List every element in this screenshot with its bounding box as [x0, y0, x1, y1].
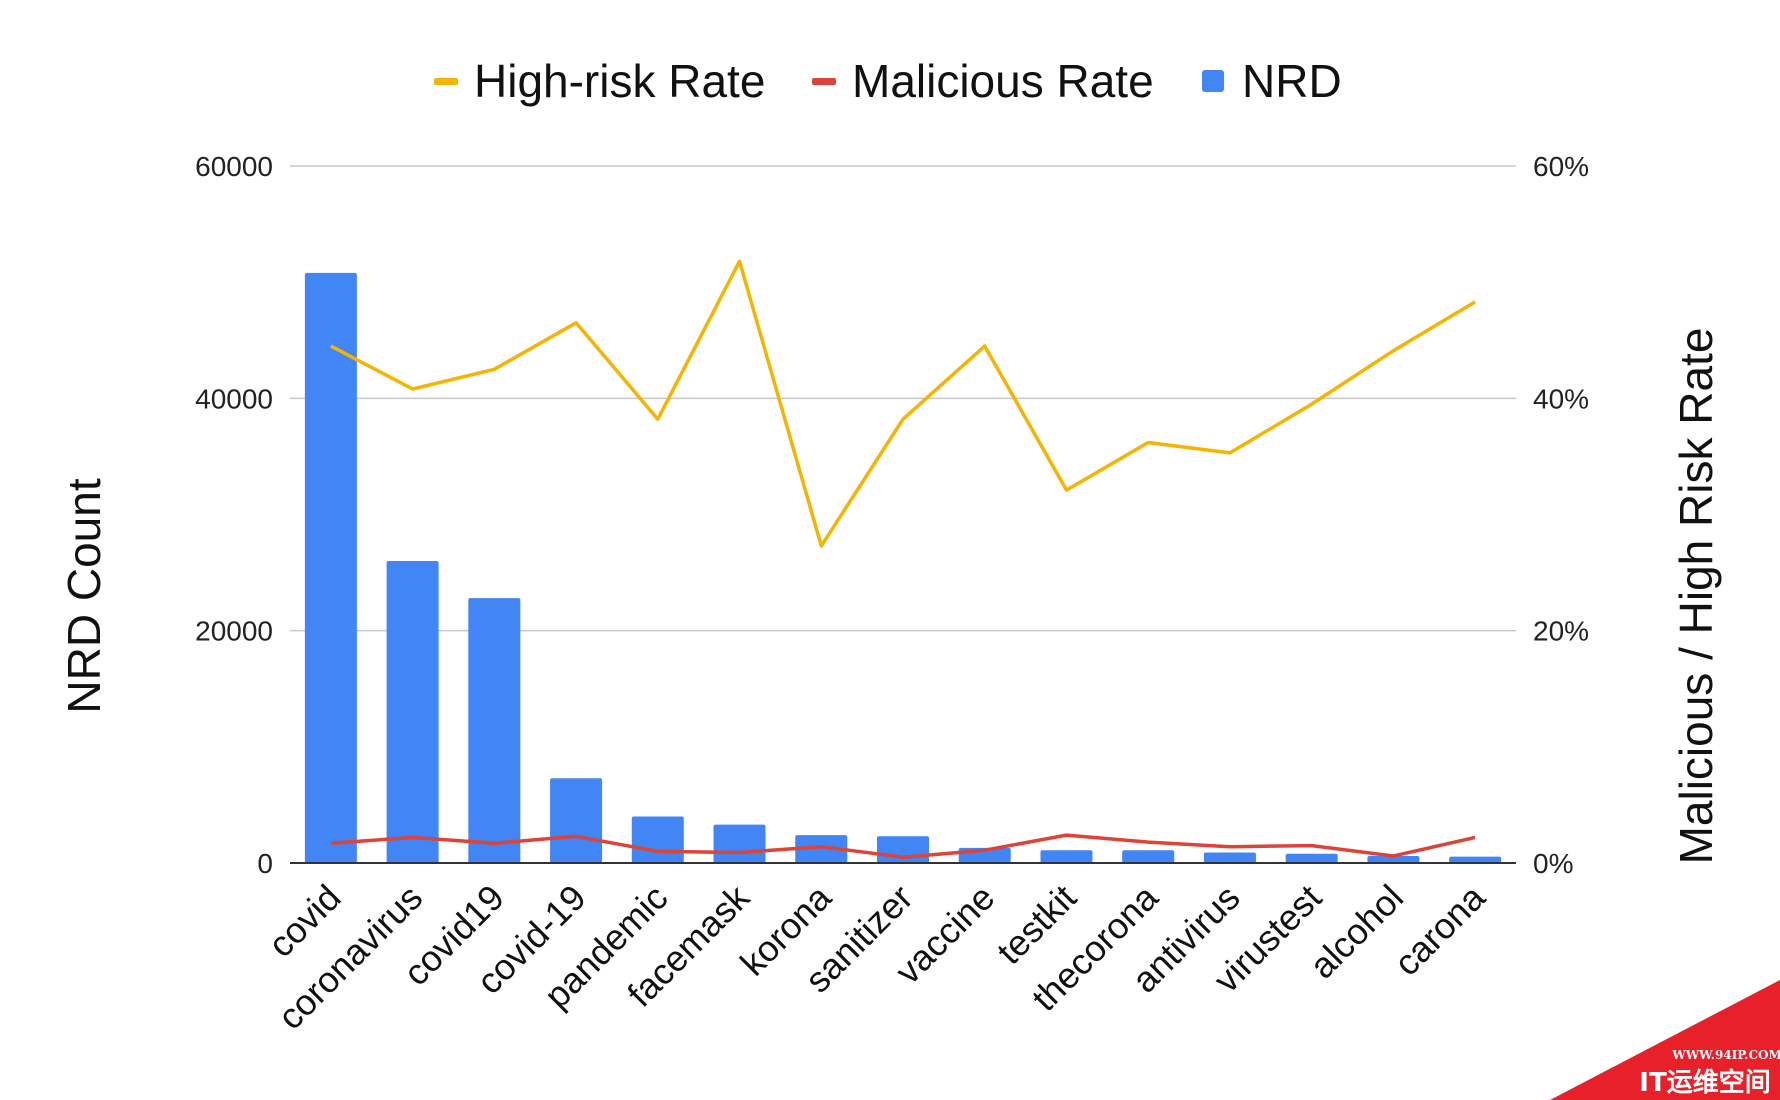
- y-tick-label: 20000: [195, 616, 273, 647]
- legend: High-risk Rate Malicious Rate NRD: [434, 55, 1342, 107]
- legend-label: High-risk Rate: [474, 55, 765, 107]
- nrd-bar: [468, 598, 521, 863]
- nrd-bar: [304, 272, 357, 864]
- x-tick-label: carona: [1386, 876, 1494, 984]
- legend-swatch: [434, 78, 458, 85]
- nrd-bar: [1122, 850, 1175, 863]
- malicious-rateline: [330, 833, 1476, 859]
- right-axis-ticks: 0% 20% 40% 60%: [1533, 151, 1589, 879]
- nrd-bar: [713, 824, 766, 863]
- watermark-triangle: [1550, 980, 1780, 1100]
- y-right-tick-label: 60%: [1533, 151, 1589, 182]
- legend-swatch: [812, 78, 836, 85]
- y-tick-label: 60000: [195, 151, 273, 182]
- high-risk-rateline: [330, 259, 1476, 548]
- legend-label: Malicious Rate: [852, 55, 1154, 107]
- left-axis-ticks: 0 20000 40000 60000: [195, 151, 273, 879]
- watermark: WWW.94IP.COM IT运维空间: [1550, 980, 1780, 1100]
- rate-lines: [330, 259, 1476, 859]
- y-right-tick-label: 40%: [1533, 383, 1589, 414]
- nrd-bar: [1040, 850, 1093, 863]
- nrd-bar: [795, 835, 848, 863]
- watermark-name: IT运维空间: [1639, 1067, 1770, 1098]
- watermark-url: WWW.94IP.COM: [1671, 1048, 1780, 1062]
- nrd-bar: [1285, 853, 1338, 863]
- right-axis-title: Malicious / High Risk Rate: [1670, 328, 1722, 865]
- nrd-bar: [386, 560, 439, 863]
- y-right-tick-label: 20%: [1533, 616, 1589, 647]
- nrd-bar: [1449, 856, 1502, 863]
- nrd-bar: [1203, 852, 1256, 863]
- legend-swatch: [1202, 70, 1224, 92]
- left-axis-title: NRD Count: [58, 478, 110, 713]
- category-labels: covidcoronaviruscovid19covid-19pandemicf…: [260, 876, 1493, 1037]
- y-tick-label: 40000: [195, 383, 273, 414]
- nrd-bar: [631, 816, 684, 863]
- nrd-bar: [550, 778, 603, 863]
- x-tick-label: alcohol: [1301, 877, 1411, 987]
- y-right-tick-label: 0%: [1533, 848, 1573, 879]
- legend-label: NRD: [1242, 55, 1342, 107]
- nrd-bars: [304, 272, 1502, 864]
- nrd-bar: [1367, 856, 1420, 863]
- gridlines: [290, 165, 1516, 632]
- nrd-bar: [877, 836, 929, 863]
- y-tick-label: 0: [257, 848, 273, 879]
